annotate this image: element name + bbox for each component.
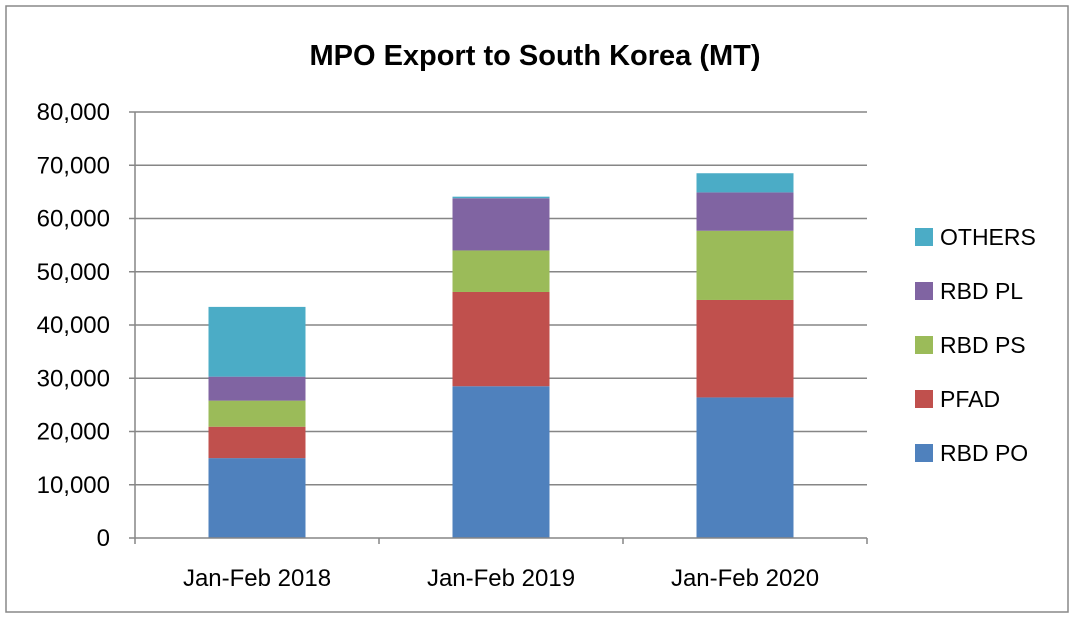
bar-segment-pfad [208, 426, 306, 459]
bar-segment-rbd-pl [452, 198, 550, 251]
legend-label: PFAD [940, 386, 1000, 412]
bar-segment-rbd-po [452, 386, 550, 538]
bar-segment-rbd-po [696, 397, 794, 538]
bar-segment-rbd-ps [696, 230, 794, 300]
y-tick-label: 30,000 [37, 365, 110, 392]
legend-swatch [915, 228, 933, 246]
bar-segment-others [696, 173, 794, 193]
chart-title: MPO Export to South Korea (MT) [309, 40, 760, 72]
y-tick-label: 40,000 [37, 312, 110, 339]
bar-segment-others [208, 306, 306, 377]
y-tick-label: 70,000 [37, 152, 110, 179]
bar-segment-rbd-pl [208, 376, 306, 401]
legend-label: RBD PL [940, 278, 1023, 304]
y-tick-label: 10,000 [37, 472, 110, 499]
bar-segment-rbd-ps [208, 400, 306, 427]
legend-item: PFAD [915, 386, 1000, 412]
bar-segment-pfad [452, 291, 550, 387]
legend-item: RBD PS [915, 332, 1026, 358]
bar-segment-pfad [696, 299, 794, 398]
legend-swatch [915, 336, 933, 354]
legend-label: RBD PS [940, 332, 1026, 358]
legend-item: OTHERS [915, 224, 1036, 250]
x-tick-label: Jan-Feb 2018 [183, 565, 331, 592]
legend-label: RBD PO [940, 440, 1028, 466]
bar-segment-rbd-ps [452, 250, 550, 292]
y-tick-label: 50,000 [37, 259, 110, 286]
bar-segment-others [452, 196, 550, 199]
legend-item: RBD PL [915, 278, 1023, 304]
y-tick-label: 60,000 [37, 206, 110, 233]
legend-swatch [915, 444, 933, 462]
bar-segment-rbd-po [208, 458, 306, 538]
x-tick-label: Jan-Feb 2020 [671, 565, 819, 592]
y-tick-label: 0 [97, 525, 110, 552]
x-tick-label: Jan-Feb 2019 [427, 565, 575, 592]
legend-label: OTHERS [940, 224, 1036, 250]
legend-swatch [915, 282, 933, 300]
legend-swatch [915, 390, 933, 408]
y-tick-label: 80,000 [37, 99, 110, 126]
y-tick-label: 20,000 [37, 419, 110, 446]
legend-item: RBD PO [915, 440, 1028, 466]
bar-segment-rbd-pl [696, 192, 794, 231]
